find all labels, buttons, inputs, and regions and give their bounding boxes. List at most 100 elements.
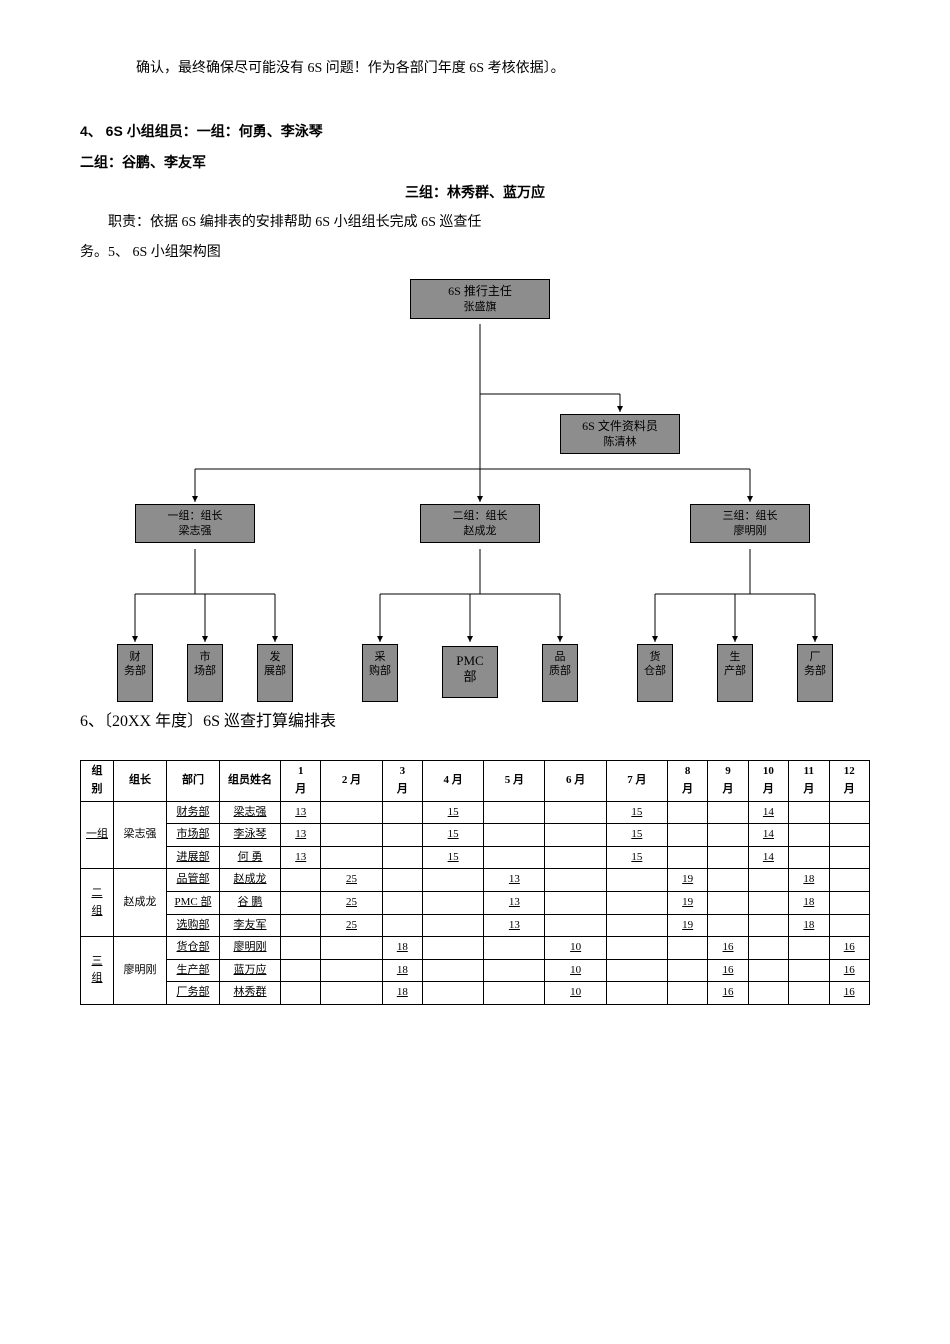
schedule-header-8: 5 月	[484, 761, 545, 801]
org-group2-name: 赵成龙	[423, 524, 537, 538]
cell-leader: 廖明刚	[114, 937, 167, 1005]
cell-month-9: 16	[708, 937, 748, 960]
cell-month-6	[545, 846, 606, 869]
schedule-header-7: 4 月	[423, 761, 484, 801]
cell-month-6: 10	[545, 937, 606, 960]
cell-month-1	[281, 914, 321, 937]
schedule-header-5: 2 月	[321, 761, 382, 801]
table-row: 二 组赵成龙品管部赵成龙25131918	[81, 869, 870, 892]
schedule-tbody: 一组梁志强财务部梁志强13151514市场部李泳琴13151514进展部何 勇1…	[81, 801, 870, 1004]
cell-month-3: 18	[382, 937, 422, 960]
cell-month-4	[423, 869, 484, 892]
schedule-header-14: 11 月	[789, 761, 829, 801]
section-6-caption: 6、〔20XX 年度〕6S 巡查打算编排表	[80, 709, 336, 735]
cell-dept: 财务部	[167, 801, 220, 824]
cell-month-9	[708, 846, 748, 869]
table-row: 三 组廖明刚货仓部廖明刚18101616	[81, 937, 870, 960]
org-dept-5: 品 质部	[542, 644, 578, 702]
cell-month-5	[484, 846, 545, 869]
cell-member: 赵成龙	[220, 869, 281, 892]
cell-month-11: 18	[789, 914, 829, 937]
cell-month-7	[606, 982, 667, 1005]
cell-month-1: 13	[281, 846, 321, 869]
cell-month-11: 18	[789, 869, 829, 892]
cell-group: 一组	[81, 801, 114, 869]
cell-month-10	[748, 869, 788, 892]
cell-month-8: 19	[667, 891, 707, 914]
cell-month-6	[545, 869, 606, 892]
cell-month-12	[829, 869, 869, 892]
cell-month-10	[748, 937, 788, 960]
org-dept-2: 发 展部	[257, 644, 293, 702]
cell-group: 三 组	[81, 937, 114, 1005]
cell-month-12: 16	[829, 959, 869, 982]
cell-month-12	[829, 824, 869, 847]
schedule-header-1: 组长	[114, 761, 167, 801]
cell-month-11	[789, 937, 829, 960]
org-director-name: 张盛旗	[413, 300, 547, 314]
table-row: PMC 部谷 鹏25131918	[81, 891, 870, 914]
cell-month-2: 25	[321, 891, 382, 914]
cell-dept: 货仓部	[167, 937, 220, 960]
cell-member: 李泳琴	[220, 824, 281, 847]
cell-month-9	[708, 824, 748, 847]
cell-group: 二 组	[81, 869, 114, 937]
cell-month-1: 13	[281, 801, 321, 824]
schedule-header-3: 组员姓名	[220, 761, 281, 801]
cell-month-8	[667, 846, 707, 869]
cell-member: 林秀群	[220, 982, 281, 1005]
schedule-header-6: 3 月	[382, 761, 422, 801]
cell-month-5: 13	[484, 914, 545, 937]
cell-month-11	[789, 824, 829, 847]
cell-month-3: 18	[382, 982, 422, 1005]
cell-member: 谷 鹏	[220, 891, 281, 914]
table-row: 生产部蓝万应18101616	[81, 959, 870, 982]
cell-month-7	[606, 914, 667, 937]
cell-month-7: 15	[606, 824, 667, 847]
cell-member: 何 勇	[220, 846, 281, 869]
cell-month-1	[281, 869, 321, 892]
cell-month-3	[382, 824, 422, 847]
schedule-table: 组 别组长部门组员姓名1 月2 月3 月4 月5 月6 月7 月8 月9 月10…	[80, 760, 870, 1005]
org-dept-7: 生 产部	[717, 644, 753, 702]
cell-month-2: 25	[321, 869, 382, 892]
org-dept-6: 货 仓部	[637, 644, 673, 702]
org-group3-name: 廖明刚	[693, 524, 807, 538]
cell-month-2	[321, 824, 382, 847]
cell-month-8: 19	[667, 869, 707, 892]
cell-month-1	[281, 937, 321, 960]
cell-month-4	[423, 959, 484, 982]
cell-month-11	[789, 846, 829, 869]
cell-month-1	[281, 891, 321, 914]
schedule-header-4: 1 月	[281, 761, 321, 801]
cell-dept: 生产部	[167, 959, 220, 982]
cell-month-12	[829, 801, 869, 824]
org-group1-name: 梁志强	[138, 524, 252, 538]
cell-member: 蓝万应	[220, 959, 281, 982]
cell-month-8	[667, 937, 707, 960]
org-group2-title: 二组：组长	[423, 509, 537, 523]
org-dept-1: 市 场部	[187, 644, 223, 702]
cell-month-3	[382, 801, 422, 824]
cell-month-7	[606, 869, 667, 892]
org-node-group1: 一组：组长 梁志强	[135, 504, 255, 543]
cell-month-1: 13	[281, 824, 321, 847]
table-row: 进展部何 勇13151514	[81, 846, 870, 869]
cell-month-5	[484, 801, 545, 824]
cell-month-10: 14	[748, 824, 788, 847]
org-node-group3: 三组：组长 廖明刚	[690, 504, 810, 543]
duty-line1: 职责：依据 6S 编排表的安排帮助 6S 小组组长完成 6S 巡查任	[80, 212, 870, 234]
schedule-header-12: 9 月	[708, 761, 748, 801]
schedule-header-13: 10 月	[748, 761, 788, 801]
cell-month-11	[789, 959, 829, 982]
cell-month-8	[667, 801, 707, 824]
cell-month-5	[484, 937, 545, 960]
group2-line: 二组：谷鹏、李友军	[80, 151, 870, 173]
cell-month-7	[606, 937, 667, 960]
cell-month-10	[748, 982, 788, 1005]
cell-month-3	[382, 869, 422, 892]
cell-month-9: 16	[708, 982, 748, 1005]
cell-month-1	[281, 959, 321, 982]
cell-month-6	[545, 824, 606, 847]
group3-line: 三组：林秀群、蓝万应	[80, 181, 870, 203]
